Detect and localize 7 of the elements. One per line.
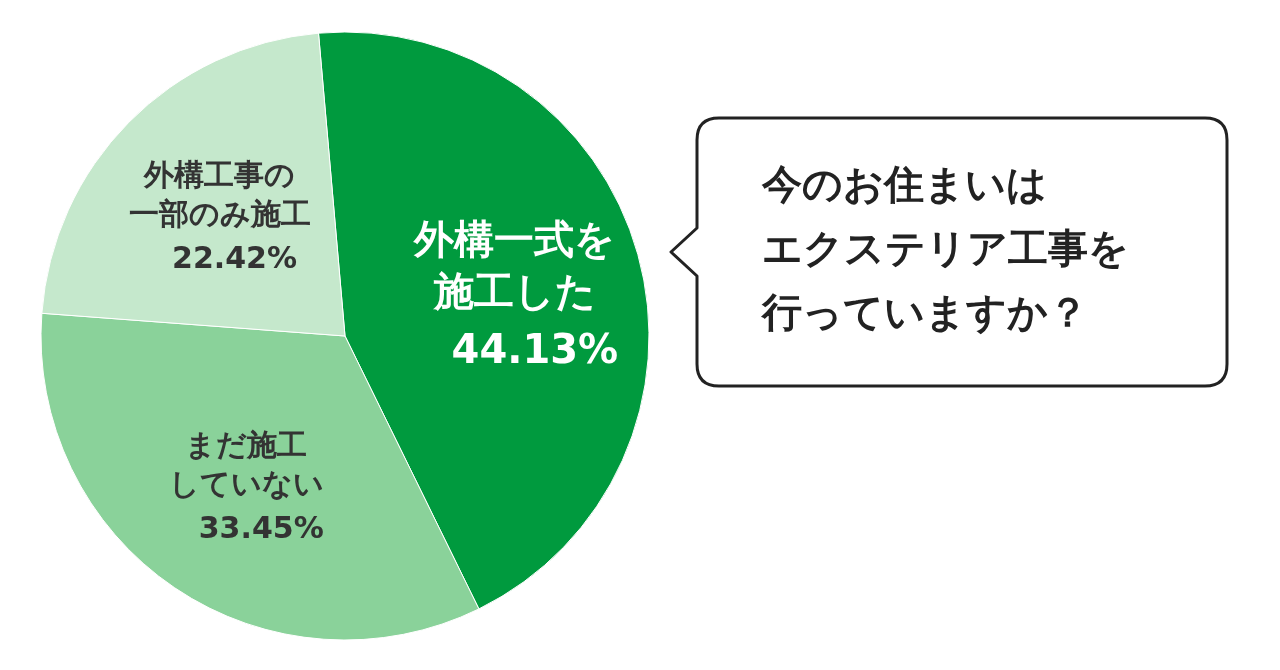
slice-label: まだ施工していない [168, 427, 324, 502]
data-label: 44.13% [451, 325, 619, 372]
data-label: 22.42% [172, 239, 298, 275]
data-label: 33.45% [198, 509, 324, 545]
slice-label: 外構一式を施工した [413, 215, 616, 314]
text: 今のお住まいはエクステリア工事を行っていますか？ [760, 161, 1129, 335]
slice-label: 外構工事の一部のみ施工 [128, 157, 311, 232]
